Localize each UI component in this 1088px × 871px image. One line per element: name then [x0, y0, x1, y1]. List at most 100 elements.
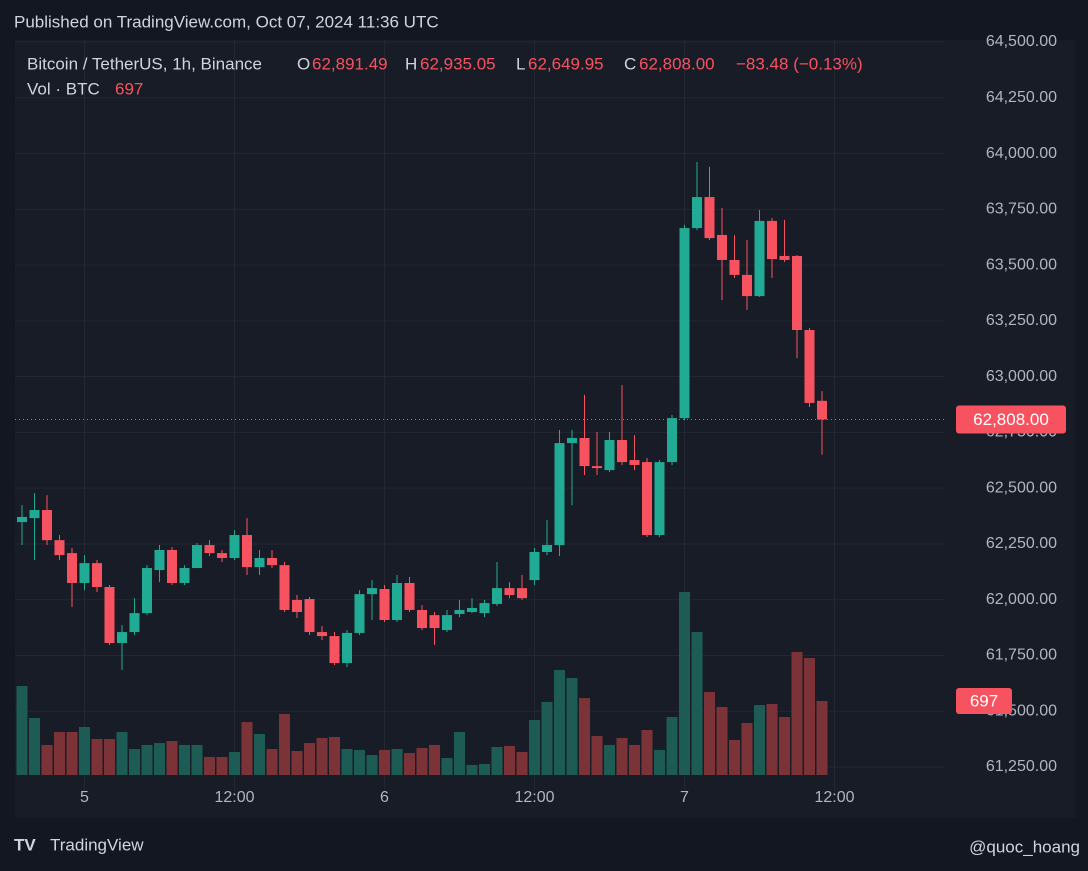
candle-body — [667, 418, 677, 463]
volume-bar — [566, 677, 578, 775]
volume-bar — [804, 658, 815, 775]
volume-bar — [679, 592, 690, 775]
y-tick-label: 63,750.00 — [986, 201, 1057, 218]
candle-body — [79, 563, 90, 583]
volume-bar — [641, 729, 653, 775]
o-label: O — [297, 54, 310, 73]
candle-body — [142, 568, 152, 614]
candle-body — [779, 255, 790, 260]
volume-bar — [579, 698, 590, 775]
candle-body — [292, 599, 302, 612]
candle-body — [792, 255, 802, 331]
volume-bar — [129, 748, 140, 775]
volume-bar — [191, 744, 203, 775]
volume-bar — [241, 722, 253, 775]
last-price-label: 62,808.00 — [973, 410, 1049, 429]
x-tick-label: 7 — [680, 789, 689, 806]
y-tick-label: 64,250.00 — [986, 89, 1057, 106]
x-tick-label: 12:00 — [814, 789, 854, 806]
volume-bar — [229, 751, 240, 775]
candle-body — [579, 437, 590, 467]
volume-bar — [291, 751, 303, 775]
c-label: C — [624, 54, 636, 73]
author: @quoc_hoang — [969, 837, 1080, 856]
volume-bar — [466, 765, 478, 775]
volume-bar — [816, 701, 828, 775]
last-price-box — [956, 405, 1066, 434]
y-tick-label: 64,000.00 — [986, 145, 1057, 162]
candle-body — [717, 234, 727, 260]
volume-bar — [704, 691, 715, 775]
candle-body — [92, 563, 102, 587]
candle-body — [204, 545, 215, 554]
candle-body — [129, 613, 140, 633]
candle-body — [629, 460, 640, 465]
candle-body — [104, 586, 115, 643]
volume-bar — [104, 739, 115, 775]
volume-bar — [341, 748, 353, 775]
candle-body — [404, 582, 415, 610]
candle-body — [592, 466, 602, 469]
candle-body — [42, 510, 52, 541]
candle-body — [17, 516, 27, 523]
candle-body — [729, 259, 740, 275]
candle-body — [67, 553, 77, 583]
volume-bar — [116, 732, 128, 775]
candle-body — [604, 439, 615, 471]
candle-body — [704, 197, 715, 239]
y-tick-label: 63,250.00 — [986, 312, 1057, 329]
volume-bar — [154, 743, 165, 775]
y-tick-label: 61,250.00 — [986, 758, 1057, 775]
candle-body — [267, 557, 277, 566]
y-tick-label: 61,750.00 — [986, 647, 1057, 664]
candle-body — [342, 632, 352, 664]
y-tick-label: 64,500.00 — [986, 33, 1057, 50]
candle-body — [192, 545, 202, 569]
volume-bar — [141, 744, 153, 775]
candle-body — [29, 510, 40, 519]
volume-bar — [766, 703, 778, 775]
candle-body — [379, 589, 390, 621]
candle-body — [754, 220, 765, 297]
y-tick-label: 62,500.00 — [986, 479, 1057, 496]
y-tick-label: 62,250.00 — [986, 535, 1057, 552]
volume-bar — [66, 732, 78, 775]
o-value: 62,891.49 — [312, 54, 388, 73]
volume-bar — [429, 744, 440, 775]
volume-bar — [266, 748, 278, 775]
candle-body — [229, 535, 240, 558]
y-tick-label: 63,000.00 — [986, 368, 1057, 385]
candle-body — [742, 274, 752, 297]
volume-bar — [779, 717, 790, 775]
candle-body — [817, 400, 827, 420]
candle-body — [454, 609, 465, 614]
h-label: H — [405, 54, 417, 73]
candle-body — [567, 437, 577, 444]
candle-body — [554, 443, 565, 546]
volume-bar — [516, 751, 528, 775]
volume-bar — [616, 737, 628, 775]
volume-bar — [366, 755, 378, 775]
volume-bar — [454, 732, 465, 775]
volume-bar — [91, 739, 103, 775]
y-tick-label: 63,500.00 — [986, 256, 1057, 273]
candle-body — [179, 568, 190, 583]
volume-bar — [354, 749, 365, 775]
volume-bar — [554, 670, 565, 775]
candle-body — [117, 632, 127, 643]
x-tick-label: 6 — [380, 789, 389, 806]
volume-bar — [691, 632, 703, 775]
candle-body — [517, 588, 527, 599]
volume-bar — [541, 701, 553, 775]
candle-body — [642, 462, 652, 536]
candle-body — [492, 588, 502, 604]
volume-bar — [204, 756, 215, 775]
last-volume-label: 697 — [970, 691, 998, 710]
y-tick-label: 62,000.00 — [986, 591, 1057, 608]
candle-body — [429, 615, 440, 629]
h-value: 62,935.05 — [420, 54, 496, 73]
volume-bar — [16, 686, 28, 775]
volume-bar — [491, 746, 503, 775]
panel — [15, 40, 1075, 818]
volume-bar — [591, 736, 603, 775]
